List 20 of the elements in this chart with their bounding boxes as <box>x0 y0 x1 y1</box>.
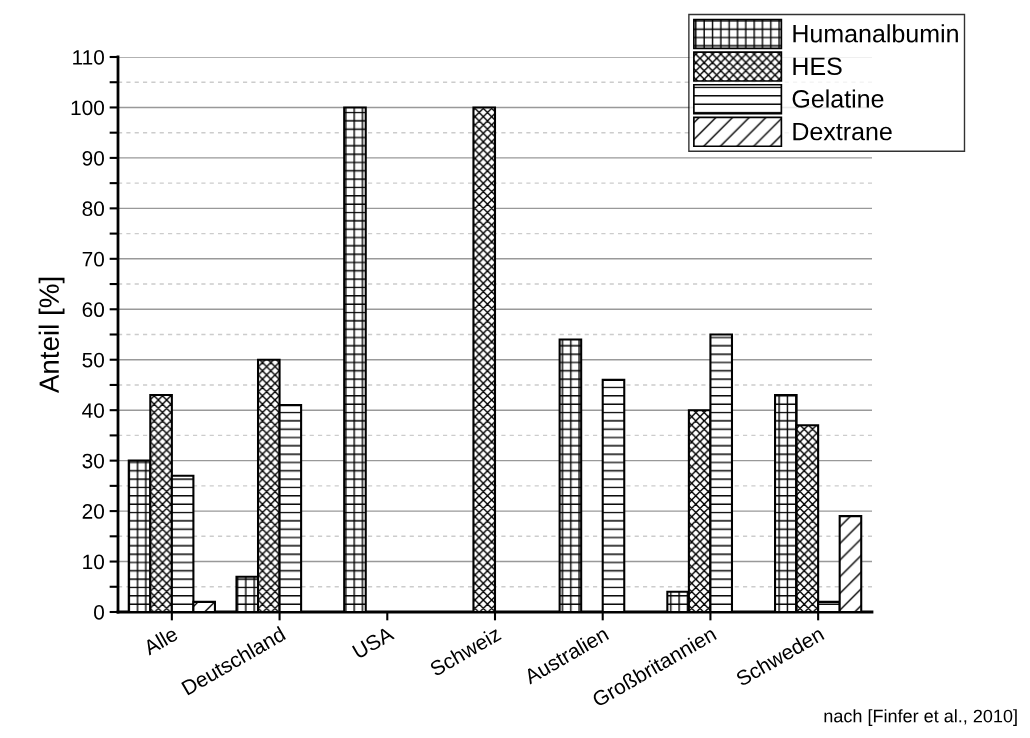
y-tick-label: 40 <box>82 403 104 418</box>
y-tick-label: 10 <box>83 554 104 570</box>
y-tick-label: 30 <box>82 453 104 469</box>
legend-label: Dextrane <box>793 122 892 141</box>
x-tick-label: USA <box>351 625 395 660</box>
legend-label: Gelatine <box>792 89 884 108</box>
y-tick-label: 110 <box>73 50 104 65</box>
text: nach [Finfer et al., 2010] <box>824 709 1017 726</box>
y-tick-label: 60 <box>82 302 104 318</box>
y-tick-label: 100 <box>71 100 104 116</box>
y-axis-title: Anteil [%] <box>38 277 65 394</box>
y-tick-label: 80 <box>82 201 104 217</box>
y-tick-label: 50 <box>82 352 104 368</box>
y-tick-label: 90 <box>82 150 104 166</box>
legend-label: HES <box>793 57 842 76</box>
x-tick-label: Alle <box>141 625 179 656</box>
y-tick-label: 70 <box>82 251 104 267</box>
y-tick-label: 0 <box>94 605 104 620</box>
legend-label: Humanalbumin <box>793 24 958 43</box>
y-tick-label: 20 <box>82 504 104 519</box>
